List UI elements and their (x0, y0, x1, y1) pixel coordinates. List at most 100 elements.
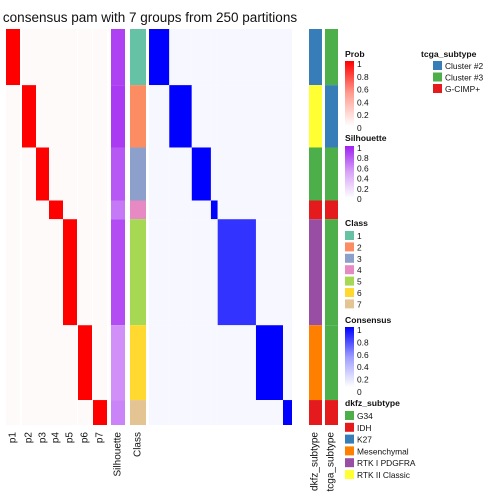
membership-cell-p7-class-4 (93, 200, 107, 220)
class-cell-2 (130, 85, 146, 148)
silhouette-cell-class-1 (111, 29, 125, 86)
dkfz-cell-class-5 (309, 219, 322, 326)
legend-tcga-subtype: tcga_subtype Cluster #2 Cluster #3G-CIMP+ (421, 49, 484, 94)
legend-tcga-swatch-1 (433, 72, 442, 82)
legend-class-label-5: 6 (357, 288, 362, 298)
legend-dkfz-label-1: IDH (357, 423, 371, 433)
dkfz-cell-class-6 (309, 325, 322, 401)
membership-cell-p1-class-6 (6, 325, 20, 401)
legend-class-swatch-6 (345, 299, 354, 309)
membership-cell-p5-class-3 (63, 147, 77, 201)
consensus-cell-7-3 (191, 400, 211, 425)
legend-consensus-title: Consensus (345, 315, 392, 325)
legend-prob-gradient (345, 61, 354, 126)
consensus-cell-1-2 (169, 29, 192, 86)
consensus-cell-6-3 (191, 325, 211, 401)
membership-cell-p7-class-3 (93, 147, 107, 201)
legend-consensus-gradient (345, 327, 354, 387)
legend-silhouette-tick-5: 0 (357, 194, 362, 204)
membership-cell-p6-class-4 (78, 200, 92, 220)
consensus-cell-1-4 (210, 29, 218, 86)
legend-consensus-tick-4: 0.2 (357, 375, 369, 385)
class-cell-6 (130, 325, 146, 401)
legend-tcga-swatch-0 (433, 61, 442, 70)
membership-cell-p6-class-5 (78, 219, 92, 326)
class-cell-3 (130, 147, 146, 201)
legend-class-label-4: 5 (357, 277, 362, 287)
column-label-silhouette: Silhouette (113, 432, 124, 477)
legend-class-label-3: 4 (357, 265, 362, 275)
legend-dkfz-label-2: K27 (357, 435, 372, 445)
membership-cell-p1-class-3 (6, 147, 20, 201)
membership-cell-p5-class-5 (63, 219, 77, 326)
legend-class-swatch-0 (345, 231, 354, 240)
consensus-cell-7-1 (149, 400, 170, 425)
legend-class-swatch-3 (345, 265, 354, 275)
consensus-cell-3-5 (217, 147, 256, 201)
membership-cell-p3-class-4 (36, 200, 50, 220)
consensus-cell-4-4 (210, 200, 218, 220)
legend-dkfz-swatch-1 (345, 422, 354, 432)
legend-class-swatch-5 (345, 288, 354, 297)
consensus-cell-2-2 (169, 85, 192, 148)
legend-tcga-swatch-2 (433, 84, 442, 93)
legend-dkfz-swatch-3 (345, 446, 354, 456)
consensus-cell-7-4 (210, 400, 218, 425)
legend-silhouette-tick-0: 1 (357, 143, 362, 153)
membership-cell-p4-class-5 (49, 219, 63, 326)
legend-consensus-tick-2: 0.6 (357, 350, 369, 360)
class-annotation (130, 29, 146, 425)
tcga-cell-class-6 (325, 325, 338, 401)
membership-cell-p5-class-6 (63, 325, 77, 401)
consensus-cell-3-3 (191, 147, 211, 201)
membership-cell-p3-class-3 (36, 147, 50, 201)
consensus-cell-4-6 (255, 200, 283, 220)
consensus-cell-7-2 (169, 400, 192, 425)
dkfz-cell-class-4 (309, 200, 322, 220)
tcga-cell-class-4 (325, 200, 338, 220)
consensus-cell-3-2 (169, 147, 192, 201)
tcga-cell-class-1 (325, 29, 338, 86)
legend-prob-title: Prob (345, 49, 365, 59)
consensus-matrix (149, 29, 292, 425)
membership-cell-p7-class-6 (93, 325, 107, 401)
consensus-cell-5-5 (217, 219, 256, 326)
legend-dkfz-title: dkfz_subtype (345, 398, 400, 408)
membership-heatmap (6, 29, 107, 425)
legend-dkfz-label-3: Mesenchymal (357, 446, 409, 456)
consensus-cell-6-4 (210, 325, 218, 401)
membership-cell-p3-class-1 (36, 29, 50, 86)
membership-cell-p3-class-6 (36, 325, 50, 401)
silhouette-cell-class-4 (111, 200, 125, 220)
membership-cell-p2-class-7 (22, 400, 36, 425)
legend-dkfz-label-0: G34 (357, 411, 373, 421)
class-cell-4 (130, 200, 146, 220)
legend-prob-tick-3: 0.4 (357, 97, 369, 107)
legend-dkfz-swatch-0 (345, 411, 354, 420)
consensus-cell-4-1 (149, 200, 170, 220)
tcga-cell-class-5 (325, 219, 338, 326)
legend-consensus-tick-3: 0.4 (357, 362, 369, 372)
consensus-cell-4-2 (169, 200, 192, 220)
silhouette-cell-class-7 (111, 400, 125, 425)
consensus-cell-3-4 (210, 147, 218, 201)
legend-dkfz-swatch-2 (345, 434, 354, 444)
class-cell-7 (130, 400, 146, 425)
membership-cell-p4-class-3 (49, 147, 63, 201)
consensus-cell-6-7 (282, 325, 292, 401)
consensus-cell-3-1 (149, 147, 170, 201)
consensus-cell-7-5 (217, 400, 256, 425)
column-label-p5: p5 (65, 432, 76, 444)
consensus-cell-1-3 (191, 29, 211, 86)
dkfz-subtype-annotation (309, 29, 322, 425)
legend-dkfz-label-5: RTK II Classic (357, 470, 410, 480)
legend-consensus-tick-1: 0.8 (357, 337, 369, 347)
consensus-cell-4-5 (217, 200, 256, 220)
membership-cell-p2-class-3 (22, 147, 36, 201)
membership-cell-p1-class-4 (6, 200, 20, 220)
membership-cell-p5-class-1 (63, 29, 77, 86)
legend-tcga-label-0: Cluster #2 (445, 61, 484, 71)
membership-cell-p2-class-1 (22, 29, 36, 86)
membership-cell-p6-class-1 (78, 29, 92, 86)
tcga-cell-class-7 (325, 400, 338, 425)
